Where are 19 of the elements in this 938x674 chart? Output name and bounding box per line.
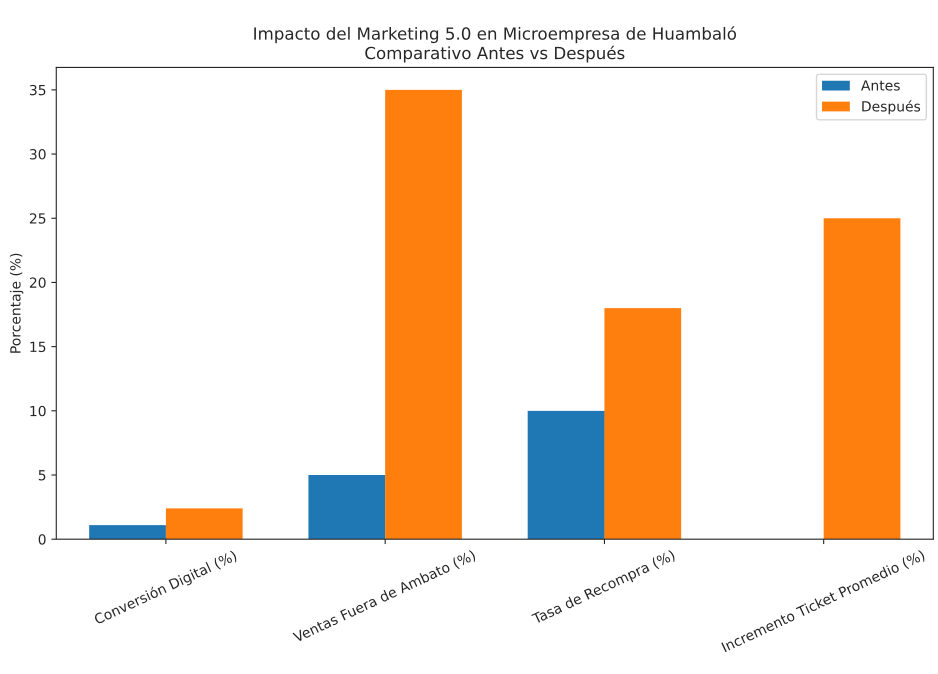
bar	[824, 218, 900, 540]
bar	[385, 90, 462, 540]
chart-title: Impacto del Marketing 5.0 en Microempresa de Huambaló Comparativo Antes vs Después	[254, 26, 736, 63]
y-tick-label: 10	[30, 406, 46, 416]
bar	[604, 308, 682, 540]
y-tick-label: 35	[30, 84, 46, 96]
legend-label: Antes	[861, 80, 900, 91]
bar	[89, 525, 166, 540]
y-tick-label: 25	[30, 213, 46, 224]
legend-label: Después	[862, 100, 920, 114]
y-tick-label: 15	[30, 342, 46, 352]
y-tick-label: 5	[38, 470, 46, 480]
bar	[308, 475, 386, 540]
bar	[166, 508, 243, 540]
y-axis-title: Porcentaje (%)	[10, 254, 24, 353]
bar	[528, 410, 604, 540]
y-tick-label: 20	[30, 277, 46, 288]
y-tick-label: 0	[38, 534, 46, 545]
y-tick-label: 30	[30, 149, 46, 160]
